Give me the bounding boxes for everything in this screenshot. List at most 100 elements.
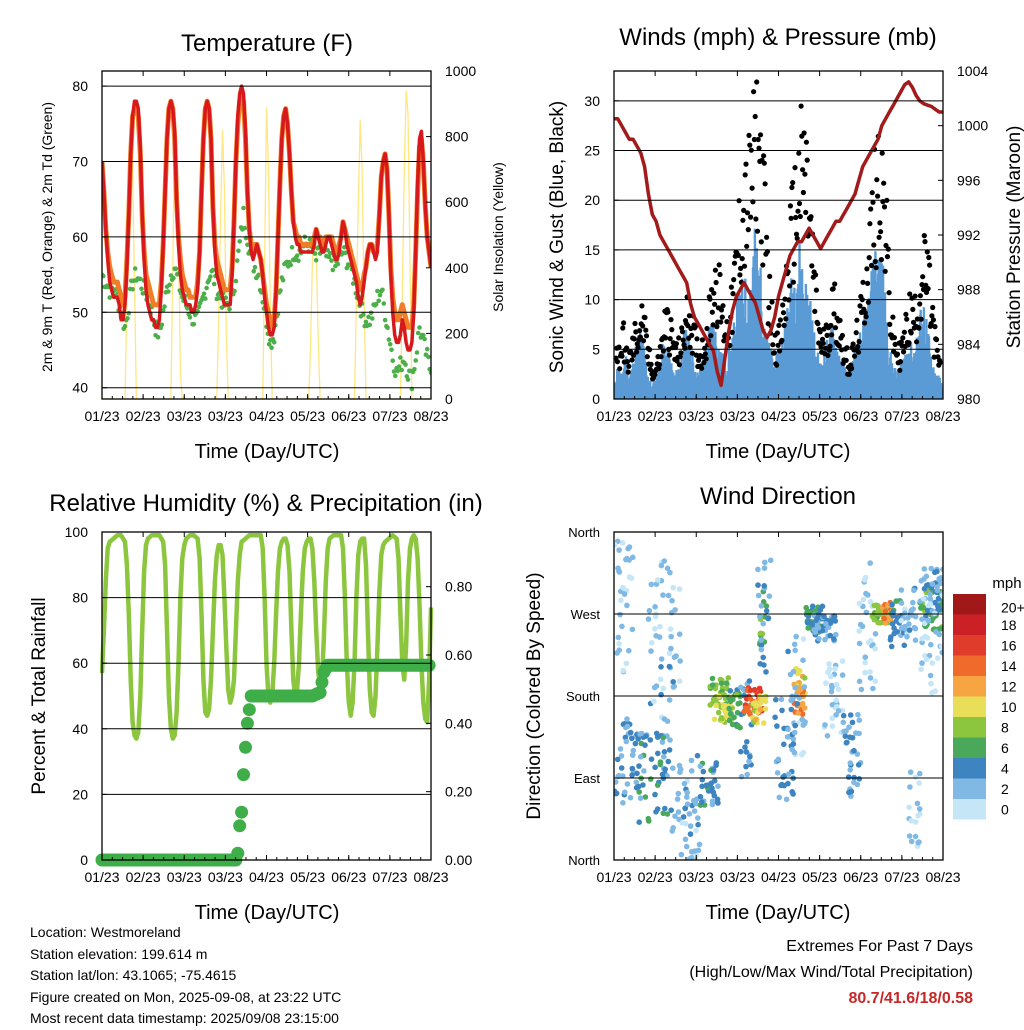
direction-point <box>829 617 835 623</box>
direction-point <box>743 705 749 711</box>
gust-point <box>813 287 820 293</box>
direction-point <box>647 737 654 743</box>
direction-point <box>627 794 634 801</box>
gust-point <box>719 314 725 320</box>
gust-point <box>794 235 800 241</box>
direction-point <box>901 642 908 649</box>
y-tick-label-right: 0 <box>445 391 453 407</box>
direction-point <box>661 716 668 722</box>
gust-point <box>857 303 863 309</box>
dewpoint-point <box>187 315 193 320</box>
direction-point <box>839 672 846 678</box>
direction-point <box>684 789 690 796</box>
direction-point <box>666 663 673 670</box>
gust-point <box>897 359 904 365</box>
dewpoint-point <box>166 289 171 294</box>
gust-point <box>712 301 718 307</box>
gust-point <box>890 314 896 320</box>
direction-point <box>640 782 646 788</box>
gust-point <box>718 307 725 313</box>
direction-point <box>697 793 704 800</box>
direction-point <box>758 642 765 649</box>
direction-panel: Wind Direction Time (Day/UTC) Direction … <box>524 483 961 924</box>
gust-point <box>745 227 751 233</box>
dewpoint-point <box>421 332 426 338</box>
x-tick-label: 03/23 <box>167 408 202 424</box>
gust-point <box>910 306 916 312</box>
direction-point <box>861 577 868 583</box>
dewpoint-point <box>252 264 258 270</box>
colorbar-swatch <box>953 799 986 820</box>
direction-point <box>816 636 822 642</box>
gust-point <box>781 322 787 328</box>
direction-point <box>929 689 935 696</box>
dewpoint-point <box>417 325 422 330</box>
direction-point <box>910 599 916 606</box>
dewpoint-point <box>236 248 241 254</box>
direction-point <box>867 669 873 675</box>
gust-point <box>777 317 784 323</box>
gust-point <box>668 317 674 323</box>
direction-point <box>620 667 626 674</box>
x-tick-label: 02/23 <box>126 408 161 424</box>
dewpoint-point <box>376 298 382 304</box>
dewpoint-point <box>278 288 283 293</box>
direction-point <box>687 831 694 837</box>
dewpoint-point <box>342 245 347 250</box>
direction-point <box>792 684 799 691</box>
direction-point <box>627 729 634 736</box>
gust-point <box>809 263 815 269</box>
direction-point <box>840 719 847 726</box>
direction-point <box>848 788 855 795</box>
extremes-box: Extremes For Past 7 Days (High/Low/Max W… <box>689 934 973 1012</box>
direction-point <box>661 558 668 564</box>
gust-point <box>798 103 804 109</box>
direction-point <box>907 769 914 775</box>
direction-point <box>794 701 801 707</box>
direction-point <box>738 684 744 691</box>
gust-point <box>854 317 860 323</box>
direction-point <box>763 669 769 675</box>
direction-point <box>801 720 808 727</box>
direction-point <box>936 631 942 638</box>
y-tick-label: 40 <box>72 721 88 737</box>
direction-point <box>629 735 635 742</box>
direction-point <box>658 664 664 670</box>
gust-point <box>821 326 827 332</box>
gust-point <box>689 350 696 356</box>
direction-point <box>635 783 642 790</box>
gust-point <box>747 142 753 148</box>
direction-point <box>846 724 852 730</box>
y-tick-label-right: 0.40 <box>445 715 472 731</box>
direction-point <box>648 648 654 654</box>
direction-point <box>826 666 833 672</box>
direction-point <box>626 647 632 654</box>
direction-point <box>676 631 683 637</box>
x-tick-label: 03/23 <box>167 869 202 885</box>
direction-point <box>651 698 657 705</box>
direction-point <box>792 722 798 729</box>
direction-point <box>908 607 915 613</box>
y-tick-label-right: 988 <box>957 282 981 298</box>
direction-point <box>772 714 778 721</box>
y-tick-label: North <box>568 853 600 868</box>
direction-point <box>860 596 867 603</box>
dewpoint-point <box>241 205 246 211</box>
gust-point <box>791 261 797 267</box>
direction-point <box>832 665 838 672</box>
direction-point <box>624 723 631 730</box>
gust-point <box>620 325 626 331</box>
direction-point <box>669 828 675 834</box>
dewpoint-point <box>343 250 348 256</box>
direction-point <box>862 654 869 660</box>
gust-point <box>753 216 759 222</box>
direction-point <box>823 680 829 686</box>
humidity-xlabel: Time (Day/UTC) <box>195 902 340 924</box>
direction-point <box>695 847 702 854</box>
dewpoint-point <box>167 282 172 288</box>
direction-point <box>752 701 758 707</box>
gust-point <box>751 136 758 143</box>
direction-point <box>893 598 899 604</box>
direction-point <box>684 801 691 807</box>
direction-point <box>743 763 749 770</box>
